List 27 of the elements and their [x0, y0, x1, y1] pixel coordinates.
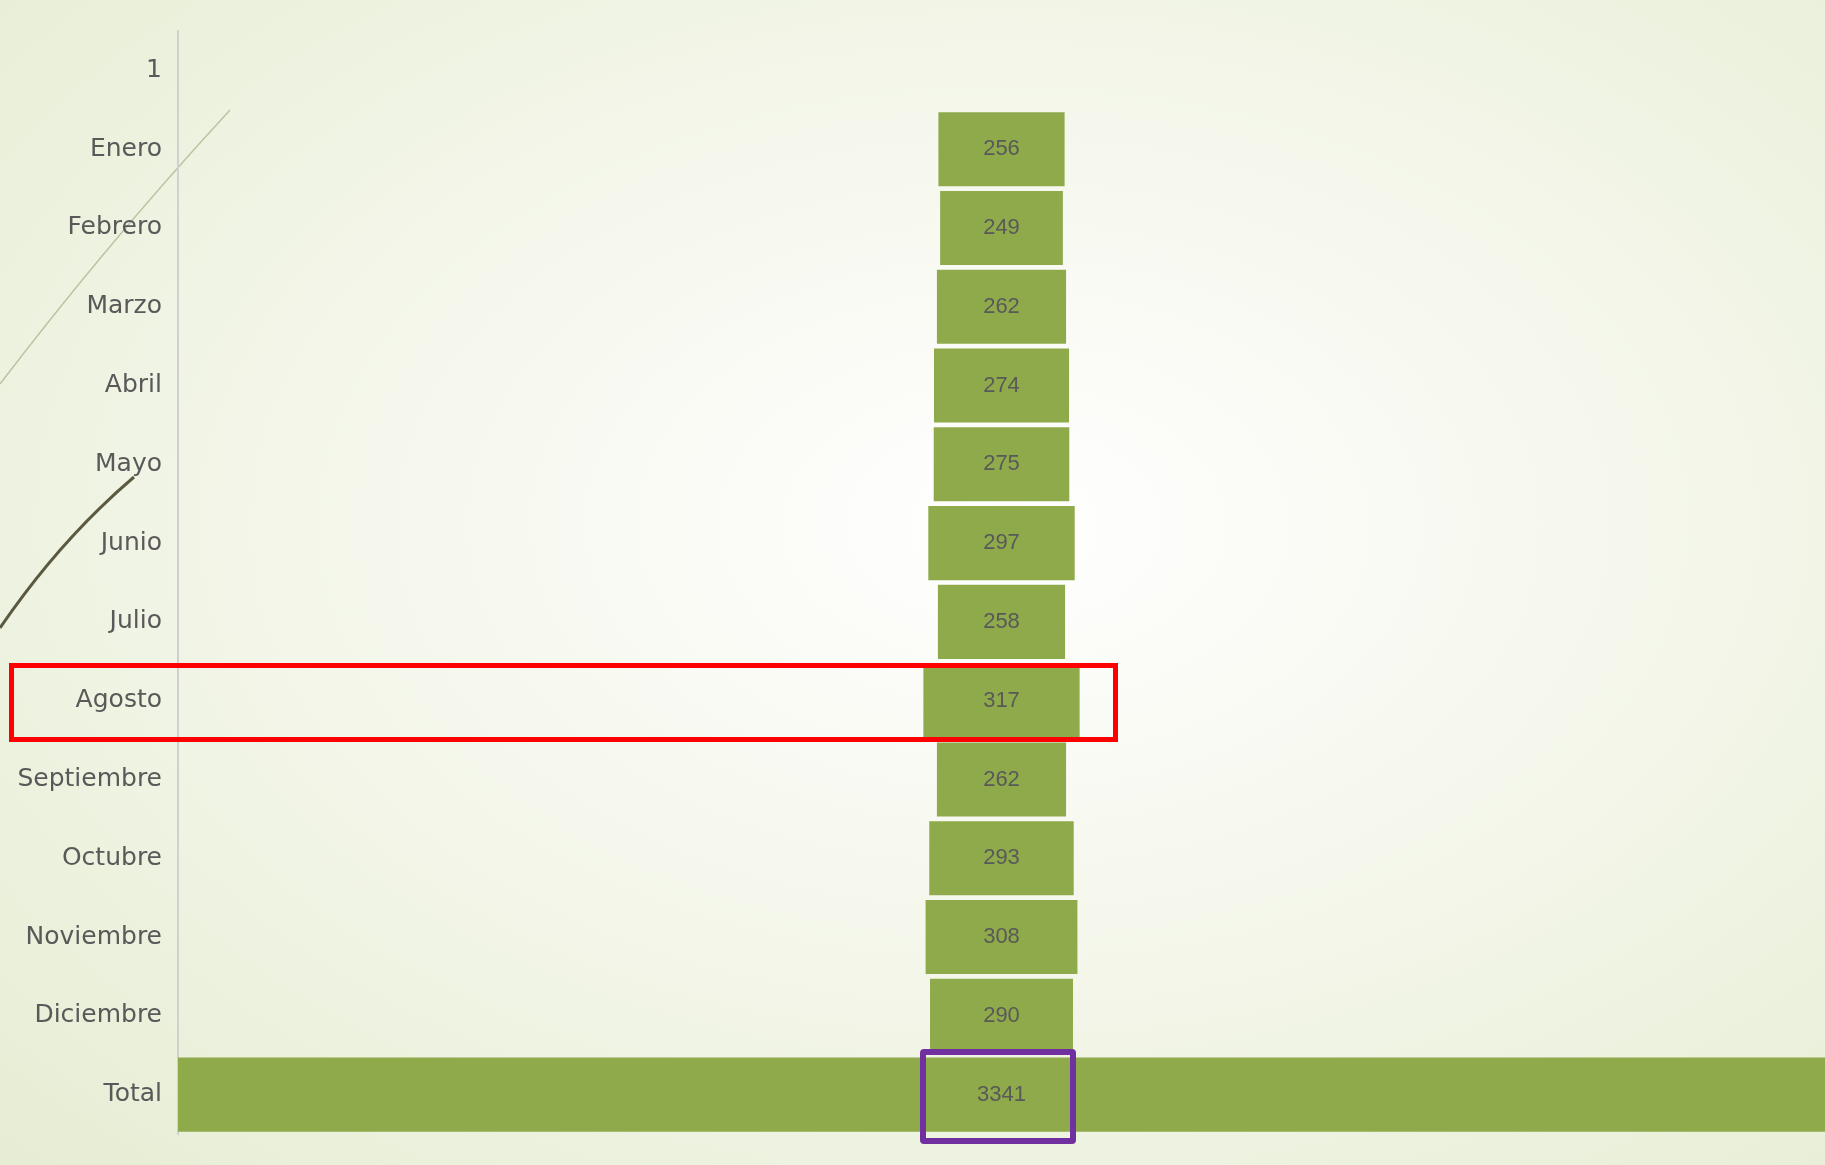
data-label: 256: [983, 135, 1020, 161]
data-label: 249: [983, 214, 1020, 240]
data-label: 293: [983, 844, 1020, 870]
data-label: 290: [983, 1001, 1020, 1027]
category-label: Noviembre: [25, 920, 162, 950]
category-label: Total: [102, 1078, 162, 1108]
data-label: 3341: [977, 1080, 1026, 1106]
category-label: Agosto: [75, 684, 162, 714]
data-label: 262: [983, 765, 1020, 791]
category-label: 1: [146, 53, 162, 83]
category-label: Diciembre: [34, 999, 162, 1029]
data-label: 258: [983, 607, 1020, 633]
category-label: Octubre: [61, 841, 162, 871]
category-label: Enero: [89, 132, 162, 162]
data-label: 308: [983, 923, 1020, 949]
category-label: Julio: [107, 605, 162, 635]
category-label: Mayo: [95, 447, 162, 477]
category-label: Junio: [98, 526, 162, 556]
data-label: 262: [983, 292, 1020, 318]
data-label: 275: [983, 450, 1020, 476]
data-label: 274: [983, 371, 1020, 397]
category-label: Febrero: [67, 211, 162, 241]
data-label: 317: [983, 686, 1020, 712]
category-label: Abril: [104, 369, 162, 399]
category-label: Marzo: [86, 290, 162, 320]
category-label: Septiembre: [17, 762, 162, 792]
data-label: 297: [983, 529, 1020, 555]
